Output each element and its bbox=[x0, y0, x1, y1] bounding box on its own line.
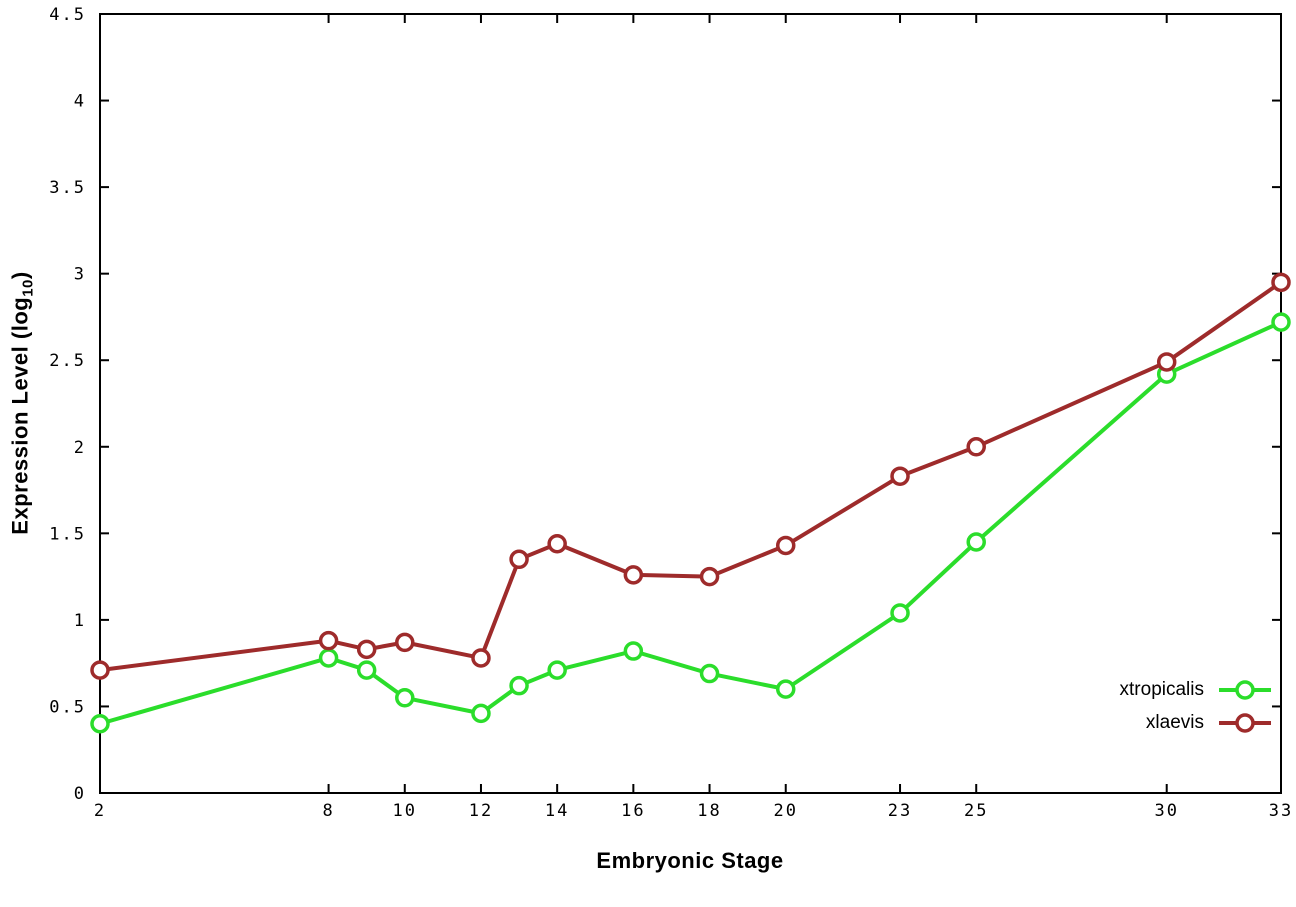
data-point-xlaevis bbox=[509, 549, 529, 570]
x-tick-label: 2 bbox=[94, 801, 106, 821]
data-point-xtropicalis bbox=[509, 675, 529, 696]
y-tick-label: 2.5 bbox=[49, 351, 86, 371]
x-tick-label: 8 bbox=[322, 801, 334, 821]
data-point-xlaevis bbox=[699, 566, 720, 587]
data-point-xlaevis bbox=[966, 437, 986, 457]
y-tick-label: 0 bbox=[74, 784, 86, 804]
y-axis-label-sub: 10 bbox=[19, 279, 37, 297]
legend-sample-icon bbox=[1219, 713, 1271, 733]
x-tick-label: 30 bbox=[1154, 801, 1178, 821]
y-tick-label: 2 bbox=[74, 438, 86, 458]
plot-border bbox=[99, 13, 1282, 794]
data-point-xtropicalis bbox=[356, 660, 377, 680]
legend-sample-icon bbox=[1219, 680, 1271, 700]
data-point-xlaevis bbox=[90, 660, 110, 680]
data-point-xlaevis bbox=[395, 632, 415, 653]
legend-label: xtropicalis bbox=[1119, 679, 1204, 700]
data-point-xtropicalis bbox=[395, 688, 415, 708]
data-point-xlaevis bbox=[623, 565, 644, 585]
x-tick-label: 18 bbox=[697, 801, 721, 821]
data-point-xtropicalis bbox=[90, 714, 110, 734]
y-axis-label-post: ) bbox=[7, 271, 33, 280]
legend: xtropicalis xlaevis bbox=[1120, 676, 1274, 737]
data-point-xtropicalis bbox=[623, 641, 644, 661]
data-point-xlaevis bbox=[318, 630, 339, 651]
data-point-xtropicalis bbox=[547, 660, 567, 680]
x-tick-label: 10 bbox=[393, 801, 417, 821]
y-tick-label: 3 bbox=[74, 265, 86, 285]
series-line-xtropicalis bbox=[98, 320, 1283, 726]
y-tick-label: 1.5 bbox=[49, 524, 86, 544]
data-point-xlaevis bbox=[775, 535, 796, 556]
legend-item: xlaevis bbox=[1146, 709, 1274, 737]
y-tick-label: 4 bbox=[74, 92, 86, 112]
data-point-xtropicalis bbox=[966, 532, 986, 552]
data-point-xtropicalis bbox=[1271, 312, 1291, 332]
y-tick-label: 1 bbox=[74, 611, 86, 631]
y-tick-label: 4.5 bbox=[49, 5, 86, 25]
data-point-xtropicalis bbox=[699, 663, 720, 684]
x-tick-label: 12 bbox=[469, 801, 493, 821]
x-tick-label: 33 bbox=[1269, 801, 1293, 821]
data-point-xlaevis bbox=[471, 648, 491, 668]
data-point-xtropicalis bbox=[775, 679, 796, 699]
data-point-xlaevis bbox=[890, 466, 910, 486]
x-tick-label: 20 bbox=[773, 801, 797, 821]
y-tick-label: 0.5 bbox=[49, 697, 86, 717]
x-axis-label: Embryonic Stage bbox=[596, 848, 784, 873]
data-point-xlaevis bbox=[1156, 352, 1177, 372]
series-line-xlaevis bbox=[98, 280, 1283, 673]
data-point-xtropicalis bbox=[890, 603, 910, 623]
x-tick-label: 16 bbox=[621, 801, 645, 821]
legend-item: xtropicalis bbox=[1120, 676, 1274, 704]
x-tick-label: 14 bbox=[545, 801, 569, 821]
legend-label: xlaevis bbox=[1145, 712, 1204, 733]
data-point-xlaevis bbox=[547, 533, 567, 554]
data-point-xtropicalis bbox=[471, 703, 491, 724]
data-point-xlaevis bbox=[1271, 272, 1291, 293]
data-point-xlaevis bbox=[356, 639, 377, 660]
x-tick-label: 25 bbox=[964, 801, 988, 821]
y-tick-label: 3.5 bbox=[49, 178, 86, 198]
data-point-xtropicalis bbox=[318, 648, 339, 668]
x-tick-label: 23 bbox=[888, 801, 912, 821]
y-axis-label-pre: Expression Level (log bbox=[7, 296, 33, 535]
y-axis-label: Expression Level (log10) bbox=[7, 271, 36, 534]
